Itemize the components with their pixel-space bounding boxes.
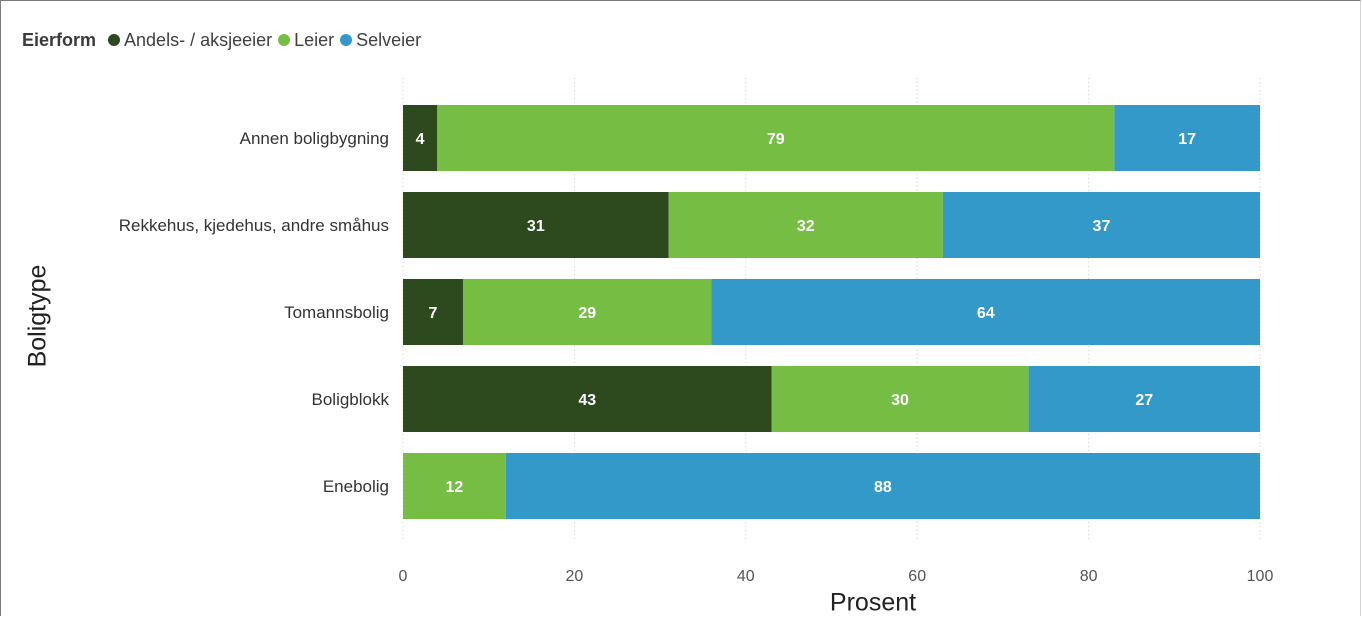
y-category-label: Rekkehus, kjedehus, andre småhus bbox=[119, 216, 389, 235]
legend-label-selveier: Selveier bbox=[356, 29, 422, 50]
bar-value-label: 17 bbox=[1178, 131, 1196, 148]
bar-selveier bbox=[942, 192, 1260, 258]
legend-item-selveier[interactable]: Selveier bbox=[340, 30, 421, 51]
legend: Eierform Andels- / aksjeeier Leier Selve… bbox=[22, 26, 427, 54]
bar-leier bbox=[403, 453, 506, 519]
bar-value-label: 4 bbox=[416, 131, 425, 148]
legend-swatch-andels bbox=[108, 34, 121, 46]
x-tick-label: 60 bbox=[908, 568, 926, 585]
y-category-label: Annen boligbygning bbox=[240, 129, 389, 148]
bar-value-label: 37 bbox=[1093, 218, 1111, 235]
x-tick-label: 0 bbox=[399, 568, 408, 585]
bar-andels-aksjeeier bbox=[403, 279, 463, 345]
bar-value-label: 30 bbox=[891, 392, 909, 409]
bar-selveier bbox=[505, 453, 1261, 519]
y-category-label: Enebolig bbox=[323, 477, 389, 496]
x-tick-label: 40 bbox=[737, 568, 755, 585]
bar-andels-aksjeeier bbox=[403, 366, 772, 432]
x-tick-label: 80 bbox=[1080, 568, 1098, 585]
bar-value-label: 12 bbox=[446, 479, 464, 496]
bar-value-label: 88 bbox=[874, 479, 892, 496]
legend-item-leier[interactable]: Leier bbox=[278, 30, 334, 51]
y-category-label: Boligblokk bbox=[312, 390, 390, 409]
bar-value-label: 43 bbox=[578, 392, 596, 409]
bar-leier bbox=[462, 279, 712, 345]
legend-label-andels: Andels- / aksjeeier bbox=[124, 29, 273, 50]
bar-selveier bbox=[1028, 366, 1260, 432]
bar-value-label: 64 bbox=[977, 305, 995, 322]
bar-value-label: 31 bbox=[527, 218, 545, 235]
bar-value-label: 32 bbox=[797, 218, 815, 235]
x-tick-label: 100 bbox=[1247, 568, 1274, 585]
bar-andels-aksjeeier bbox=[403, 105, 438, 171]
legend-label-leier: Leier bbox=[294, 29, 335, 50]
y-category-label: Tomannsbolig bbox=[284, 303, 389, 322]
x-axis-title: Prosent bbox=[829, 588, 917, 617]
bar-leier bbox=[771, 366, 1029, 432]
bar-value-label: 27 bbox=[1135, 392, 1153, 409]
legend-swatch-leier bbox=[278, 34, 291, 46]
bar-value-label: 79 bbox=[767, 131, 785, 148]
bar-selveier bbox=[711, 279, 1260, 345]
bar-value-label: 7 bbox=[429, 305, 438, 322]
bar-leier bbox=[437, 105, 1115, 171]
bar-selveier bbox=[1114, 105, 1260, 171]
legend-item-andels[interactable]: Andels- / aksjeeier bbox=[108, 30, 272, 51]
bar-leier bbox=[668, 192, 943, 258]
legend-swatch-selveier bbox=[340, 34, 353, 46]
bar-value-label: 29 bbox=[578, 305, 596, 322]
x-tick-label: 20 bbox=[566, 568, 584, 585]
legend-title: Eierform bbox=[22, 29, 97, 50]
bar-andels-aksjeeier bbox=[403, 192, 669, 258]
